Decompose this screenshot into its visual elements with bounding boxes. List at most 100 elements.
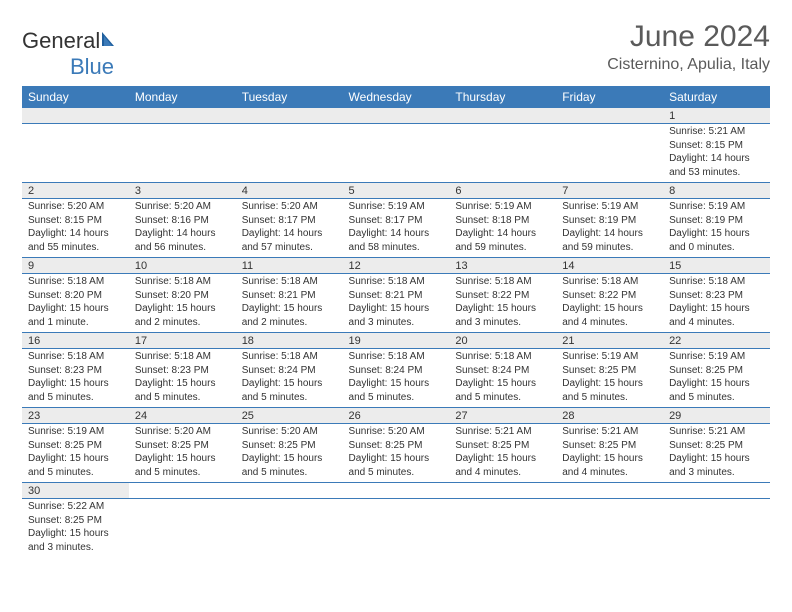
daylight2-text: and 2 minutes. bbox=[135, 316, 230, 330]
day-number-cell: 15 bbox=[663, 258, 770, 274]
logo-general: General bbox=[22, 28, 100, 53]
day-number-cell: 24 bbox=[129, 408, 236, 424]
day-detail-cell: Sunrise: 5:21 AMSunset: 8:25 PMDaylight:… bbox=[663, 424, 770, 483]
day-detail-cell: Sunrise: 5:18 AMSunset: 8:21 PMDaylight:… bbox=[236, 274, 343, 333]
day-number-cell: 9 bbox=[22, 258, 129, 274]
sail-icon bbox=[100, 28, 120, 54]
sunrise-text: Sunrise: 5:21 AM bbox=[562, 425, 657, 439]
daylight1-text: Daylight: 14 hours bbox=[349, 227, 444, 241]
sunset-text: Sunset: 8:18 PM bbox=[455, 214, 550, 228]
daylight2-text: and 59 minutes. bbox=[562, 241, 657, 255]
daylight2-text: and 5 minutes. bbox=[28, 391, 123, 405]
header: GeneralBlue June 2024 Cisternino, Apulia… bbox=[22, 20, 770, 80]
daylight2-text: and 4 minutes. bbox=[669, 316, 764, 330]
daylight2-text: and 0 minutes. bbox=[669, 241, 764, 255]
sunrise-text: Sunrise: 5:18 AM bbox=[28, 275, 123, 289]
daylight2-text: and 5 minutes. bbox=[242, 391, 337, 405]
daylight1-text: Daylight: 15 hours bbox=[349, 302, 444, 316]
sunset-text: Sunset: 8:19 PM bbox=[562, 214, 657, 228]
day-detail-cell bbox=[449, 499, 556, 558]
daylight1-text: Daylight: 15 hours bbox=[669, 377, 764, 391]
day-detail-cell: Sunrise: 5:19 AMSunset: 8:25 PMDaylight:… bbox=[22, 424, 129, 483]
day-detail-cell: Sunrise: 5:18 AMSunset: 8:20 PMDaylight:… bbox=[129, 274, 236, 333]
sunset-text: Sunset: 8:22 PM bbox=[562, 289, 657, 303]
sunrise-text: Sunrise: 5:18 AM bbox=[562, 275, 657, 289]
daylight1-text: Daylight: 15 hours bbox=[135, 452, 230, 466]
sunset-text: Sunset: 8:17 PM bbox=[349, 214, 444, 228]
daylight2-text: and 4 minutes. bbox=[562, 316, 657, 330]
sunset-text: Sunset: 8:24 PM bbox=[242, 364, 337, 378]
sunset-text: Sunset: 8:23 PM bbox=[28, 364, 123, 378]
day-number-cell bbox=[129, 108, 236, 124]
sunrise-text: Sunrise: 5:20 AM bbox=[242, 200, 337, 214]
day-detail-cell bbox=[556, 124, 663, 183]
day-detail-cell: Sunrise: 5:20 AMSunset: 8:25 PMDaylight:… bbox=[236, 424, 343, 483]
sunset-text: Sunset: 8:25 PM bbox=[669, 439, 764, 453]
sunset-text: Sunset: 8:25 PM bbox=[242, 439, 337, 453]
daylight1-text: Daylight: 15 hours bbox=[242, 302, 337, 316]
day-number-cell: 27 bbox=[449, 408, 556, 424]
day-detail-cell: Sunrise: 5:18 AMSunset: 8:23 PMDaylight:… bbox=[22, 349, 129, 408]
day-detail-cell: Sunrise: 5:18 AMSunset: 8:24 PMDaylight:… bbox=[449, 349, 556, 408]
sunset-text: Sunset: 8:21 PM bbox=[349, 289, 444, 303]
weekday-header: Thursday bbox=[449, 86, 556, 108]
day-detail-cell: Sunrise: 5:19 AMSunset: 8:19 PMDaylight:… bbox=[556, 199, 663, 258]
day-detail-cell: Sunrise: 5:18 AMSunset: 8:24 PMDaylight:… bbox=[236, 349, 343, 408]
daylight1-text: Daylight: 15 hours bbox=[28, 527, 123, 541]
daylight1-text: Daylight: 15 hours bbox=[349, 452, 444, 466]
sunrise-text: Sunrise: 5:18 AM bbox=[242, 275, 337, 289]
sunrise-text: Sunrise: 5:19 AM bbox=[669, 200, 764, 214]
day-number-cell: 30 bbox=[22, 483, 129, 499]
day-detail-cell: Sunrise: 5:19 AMSunset: 8:17 PMDaylight:… bbox=[343, 199, 450, 258]
daylight2-text: and 3 minutes. bbox=[349, 316, 444, 330]
sunset-text: Sunset: 8:25 PM bbox=[28, 439, 123, 453]
daylight2-text: and 3 minutes. bbox=[28, 541, 123, 555]
day-detail-cell bbox=[236, 499, 343, 558]
day-number-cell: 25 bbox=[236, 408, 343, 424]
sunrise-text: Sunrise: 5:19 AM bbox=[28, 425, 123, 439]
day-number-cell: 29 bbox=[663, 408, 770, 424]
day-number-cell: 16 bbox=[22, 333, 129, 349]
logo-text: GeneralBlue bbox=[22, 28, 120, 80]
sunrise-text: Sunrise: 5:20 AM bbox=[349, 425, 444, 439]
day-number-cell bbox=[449, 483, 556, 499]
sunrise-text: Sunrise: 5:22 AM bbox=[28, 500, 123, 514]
sunrise-text: Sunrise: 5:18 AM bbox=[349, 275, 444, 289]
day-detail-cell bbox=[129, 124, 236, 183]
day-number-cell: 8 bbox=[663, 183, 770, 199]
sunset-text: Sunset: 8:25 PM bbox=[562, 439, 657, 453]
daylight1-text: Daylight: 15 hours bbox=[28, 377, 123, 391]
daylight2-text: and 56 minutes. bbox=[135, 241, 230, 255]
day-detail-cell: Sunrise: 5:18 AMSunset: 8:20 PMDaylight:… bbox=[22, 274, 129, 333]
day-number-cell bbox=[129, 483, 236, 499]
day-detail-cell: Sunrise: 5:19 AMSunset: 8:18 PMDaylight:… bbox=[449, 199, 556, 258]
sunrise-text: Sunrise: 5:18 AM bbox=[242, 350, 337, 364]
daylight2-text: and 58 minutes. bbox=[349, 241, 444, 255]
day-detail-cell: Sunrise: 5:19 AMSunset: 8:25 PMDaylight:… bbox=[556, 349, 663, 408]
day-detail-cell: Sunrise: 5:18 AMSunset: 8:22 PMDaylight:… bbox=[449, 274, 556, 333]
day-number-cell: 17 bbox=[129, 333, 236, 349]
daylight1-text: Daylight: 15 hours bbox=[562, 302, 657, 316]
daylight1-text: Daylight: 14 hours bbox=[455, 227, 550, 241]
sunset-text: Sunset: 8:20 PM bbox=[135, 289, 230, 303]
daylight1-text: Daylight: 15 hours bbox=[242, 452, 337, 466]
daylight2-text: and 4 minutes. bbox=[455, 466, 550, 480]
daylight1-text: Daylight: 15 hours bbox=[669, 227, 764, 241]
daylight1-text: Daylight: 14 hours bbox=[242, 227, 337, 241]
daylight2-text: and 2 minutes. bbox=[242, 316, 337, 330]
day-number-cell: 13 bbox=[449, 258, 556, 274]
sunset-text: Sunset: 8:15 PM bbox=[669, 139, 764, 153]
daylight1-text: Daylight: 15 hours bbox=[135, 377, 230, 391]
day-number-cell: 14 bbox=[556, 258, 663, 274]
sunset-text: Sunset: 8:16 PM bbox=[135, 214, 230, 228]
day-number-cell: 21 bbox=[556, 333, 663, 349]
weekday-header: Tuesday bbox=[236, 86, 343, 108]
day-detail-cell: Sunrise: 5:18 AMSunset: 8:23 PMDaylight:… bbox=[129, 349, 236, 408]
day-detail-cell: Sunrise: 5:18 AMSunset: 8:23 PMDaylight:… bbox=[663, 274, 770, 333]
sunset-text: Sunset: 8:25 PM bbox=[562, 364, 657, 378]
day-number-cell: 26 bbox=[343, 408, 450, 424]
day-number-cell: 23 bbox=[22, 408, 129, 424]
day-detail-cell bbox=[129, 499, 236, 558]
sunrise-text: Sunrise: 5:18 AM bbox=[135, 275, 230, 289]
day-detail-cell: Sunrise: 5:19 AMSunset: 8:19 PMDaylight:… bbox=[663, 199, 770, 258]
